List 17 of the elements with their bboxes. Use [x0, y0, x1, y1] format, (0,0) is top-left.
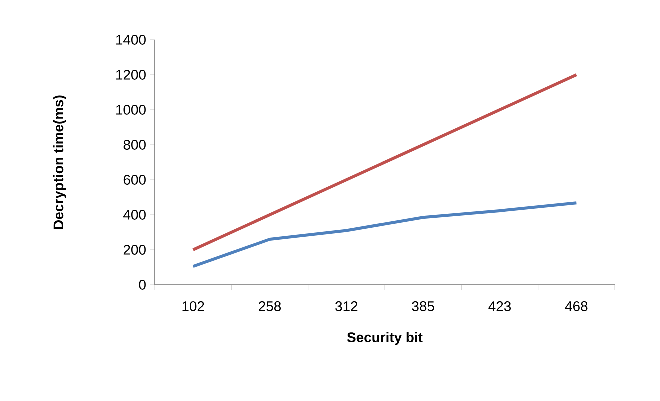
- y-tick-label: 600: [124, 175, 146, 185]
- y-tick-label: 400: [124, 210, 146, 220]
- x-tick-label: 258: [259, 302, 282, 312]
- y-axis-title: Decryption time(ms): [53, 96, 66, 229]
- line-series: [192, 202, 578, 268]
- x-tick-label: 385: [412, 302, 434, 312]
- x-tick-label: 468: [565, 302, 588, 312]
- x-tick-label: 312: [336, 302, 358, 312]
- y-tick-label: 1400: [116, 35, 146, 45]
- x-tick-label: 423: [488, 302, 512, 312]
- x-axis-title: Security bit: [347, 332, 423, 346]
- y-tick-label: 1000: [116, 105, 146, 115]
- y-tick-label: 800: [124, 140, 146, 150]
- y-tick-label: 1200: [116, 70, 146, 80]
- y-tick-label: 200: [124, 245, 146, 255]
- x-tick-label: 102: [182, 302, 204, 312]
- y-tick-label: 0: [139, 280, 146, 290]
